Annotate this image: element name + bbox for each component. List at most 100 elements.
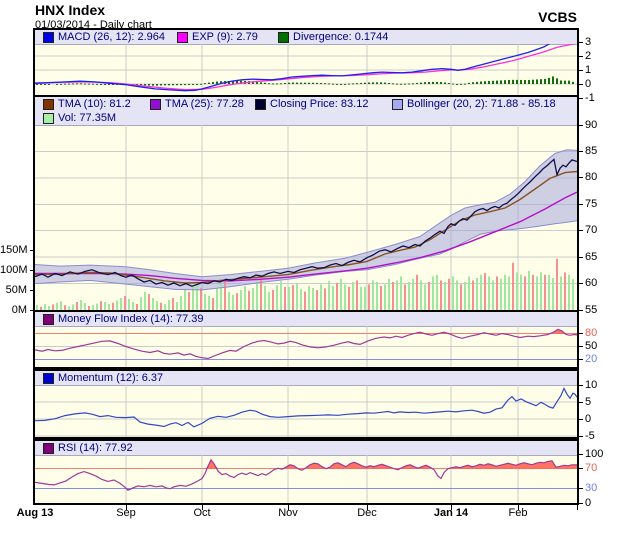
exp-swatch (177, 32, 188, 43)
volume-axis-tick (30, 269, 35, 271)
y-axis-label: 0 (585, 77, 592, 90)
y-axis-tick (577, 453, 583, 455)
y-axis-label: 10 (585, 378, 598, 391)
y-axis-tick (577, 124, 583, 126)
tma10-swatch (43, 99, 54, 110)
legend-item-bollinger: Bollinger (20, 2): 71.88 - 85.18 (392, 98, 556, 111)
divergence-swatch (278, 32, 289, 43)
legend-label: MACD (26, 12): 2.964 (58, 31, 165, 43)
legend-label: RSI (14): 77.92 (58, 442, 133, 454)
x-axis-label: Nov (278, 507, 298, 519)
y-axis-tick (577, 55, 583, 57)
y-axis-label: 80 (585, 327, 598, 340)
page-title: HNX Index (35, 2, 106, 18)
x-axis-tick (451, 503, 452, 510)
y-axis-tick (577, 283, 583, 285)
y-axis-label: 3 (585, 35, 592, 48)
volume-axis-tick (30, 249, 35, 251)
y-axis-label: 30 (585, 481, 598, 494)
brand-logo: VCBS (538, 9, 577, 25)
y-axis-label: 70 (585, 224, 598, 237)
x-axis-label: Feb (508, 507, 528, 519)
x-axis-tick (288, 503, 289, 510)
legend-label: TMA (10): 81.2 (58, 98, 131, 110)
y-axis-tick (577, 256, 583, 258)
legend-item-rsi: RSI (14): 77.92 (43, 442, 133, 455)
y-axis-tick (577, 150, 583, 152)
y-axis-tick (577, 177, 583, 179)
y-axis-tick (577, 435, 583, 437)
legend-item-exp: EXP (9): 2.79 (177, 31, 258, 44)
y-axis-tick (577, 346, 583, 347)
y-axis-label: 20 (585, 352, 598, 365)
legend-label: TMA (25): 77.28 (165, 98, 244, 110)
volume-axis-label: 150M (0, 243, 28, 256)
x-axis-label: Oct (193, 507, 211, 519)
legend-label: Momentum (12): 6.37 (58, 372, 164, 384)
x-axis-tick (518, 503, 519, 510)
mfi-panel: Money Flow Index (14): 77.39 (33, 310, 579, 369)
x-axis-label: Sep (116, 507, 136, 519)
y-axis-label: 85 (585, 144, 598, 157)
x-axis-tick (126, 503, 127, 510)
y-axis-label: 65 (585, 250, 598, 263)
legend-label: Closing Price: 83.12 (270, 98, 369, 110)
price-legend: TMA (10): 81.2 TMA (25): 77.28 Closing P… (35, 97, 577, 126)
volume-axis-label: 0M (11, 303, 27, 316)
legend-label: Vol: 77.35M (58, 112, 117, 124)
legend-label: Bollinger (20, 2): 71.88 - 85.18 (407, 98, 556, 110)
close-swatch (255, 99, 266, 110)
legend-item-close: Closing Price: 83.12 (255, 98, 368, 111)
y-axis-tick (577, 230, 583, 232)
momentum-swatch (43, 373, 54, 384)
rsi-panel: RSI (14): 77.92 (33, 439, 579, 505)
volume-swatch (43, 113, 54, 124)
momentum-legend: Momentum (12): 6.37 (35, 371, 577, 386)
legend-item-volume: Vol: 77.35M (43, 112, 116, 125)
volume-axis-label: 50M (5, 283, 27, 296)
x-axis-tick (577, 503, 578, 510)
y-axis-label: 2 (585, 49, 592, 62)
rsi-swatch (43, 443, 54, 454)
y-axis-label: 0 (585, 496, 592, 509)
y-axis-label: 80 (585, 171, 598, 184)
y-axis-tick (577, 384, 583, 386)
x-axis-tick (367, 503, 368, 510)
legend-item-divergence: Divergence: 0.1744 (278, 31, 388, 44)
x-axis-label: Aug 13 (16, 507, 54, 519)
y-axis-label: 75 (585, 197, 598, 210)
y-axis-tick (577, 69, 583, 71)
y-axis-label: 70 (585, 462, 598, 475)
y-axis-label: -5 (585, 429, 595, 442)
y-axis-tick (577, 358, 583, 360)
rsi-legend: RSI (14): 77.92 (35, 441, 577, 456)
legend-item-mfi: Money Flow Index (14): 77.39 (43, 313, 204, 326)
bollinger-swatch (392, 99, 403, 110)
y-axis-label: 60 (585, 277, 598, 290)
y-axis-label: 90 (585, 118, 598, 131)
y-axis-label: 50 (585, 340, 598, 352)
volume-axis-tick (30, 289, 35, 291)
macd-legend: MACD (26, 12): 2.964 EXP (9): 2.79 Diver… (35, 30, 577, 45)
legend-item-macd: MACD (26, 12): 2.964 (43, 31, 165, 44)
legend-item-tma10: TMA (10): 81.2 (43, 98, 131, 111)
mfi-swatch (43, 314, 54, 325)
y-axis-label: 0 (585, 412, 592, 425)
y-axis-tick (577, 502, 583, 504)
x-axis-tick (202, 503, 203, 510)
mfi-legend: Money Flow Index (14): 77.39 (35, 312, 577, 327)
macd-swatch (43, 32, 54, 43)
y-axis-label: 100 (585, 447, 604, 460)
y-axis-label: 55 (585, 303, 598, 316)
volume-axis-label: 100M (0, 263, 28, 276)
y-axis-label: 5 (585, 395, 592, 408)
y-axis-tick (577, 41, 583, 43)
momentum-panel: Momentum (12): 6.37 (33, 369, 579, 439)
y-axis-tick (577, 203, 583, 205)
macd-panel: MACD (26, 12): 2.964 EXP (9): 2.79 Diver… (33, 28, 579, 97)
y-axis-tick (577, 418, 583, 420)
legend-label: EXP (9): 2.79 (192, 31, 258, 43)
y-axis-tick (577, 97, 583, 99)
legend-label: Money Flow Index (14): 77.39 (58, 313, 204, 325)
y-axis-tick (577, 83, 583, 85)
